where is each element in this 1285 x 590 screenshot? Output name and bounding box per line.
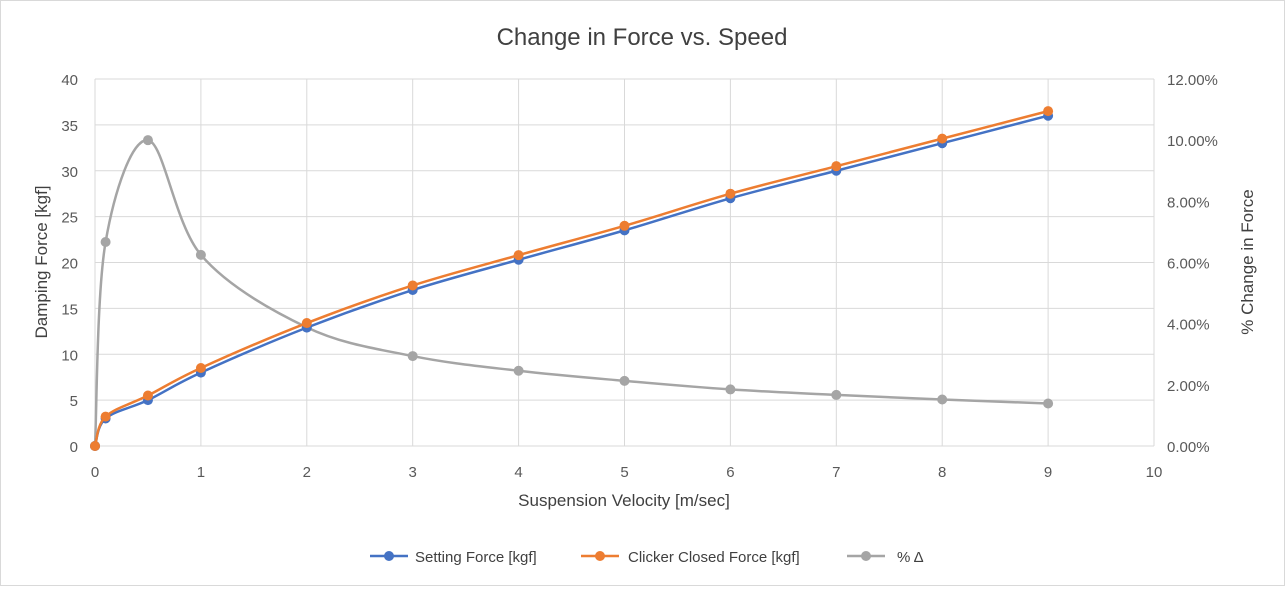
series-1 xyxy=(90,106,1054,451)
data-point xyxy=(1043,398,1054,409)
y2-axis-title: % Change in Force xyxy=(1238,189,1257,335)
plot-series xyxy=(90,106,1054,451)
legend: Setting Force [kgf] Clicker Closed Force … xyxy=(370,549,924,566)
y-tick-label: 10 xyxy=(61,347,78,364)
data-point xyxy=(142,390,153,401)
y2-tick-label: 8.00% xyxy=(1167,194,1210,211)
x-tick-label: 7 xyxy=(832,464,840,481)
chart-title: Change in Force vs. Speed xyxy=(497,24,788,51)
data-point xyxy=(407,351,418,362)
axes: 0 1 2 3 4 5 6 7 8 9 10 0 5 10 15 20 25 30 35 40 0.00% 2.00% 4.… xyxy=(61,72,1218,481)
series-2 xyxy=(90,135,1054,451)
x-axis-title: Suspension Velocity [m/sec] xyxy=(518,491,730,510)
data-point xyxy=(937,394,948,405)
data-point xyxy=(725,188,736,199)
data-point xyxy=(301,318,312,329)
series-line xyxy=(93,109,1049,447)
legend-label: Setting Force [kgf] xyxy=(415,549,537,566)
y-tick-label: 15 xyxy=(61,301,78,318)
legend-swatch-marker xyxy=(595,551,605,561)
x-tick-label: 1 xyxy=(197,464,205,481)
data-point xyxy=(407,280,418,291)
legend-label: Clicker Closed Force [kgf] xyxy=(628,549,800,566)
legend-item: % Δ xyxy=(847,549,924,566)
x-tick-label: 5 xyxy=(620,464,628,481)
y2-tick-label: 2.00% xyxy=(1167,378,1210,395)
y-tick-label: 20 xyxy=(61,256,78,273)
series-line xyxy=(93,114,1049,447)
y-tick-label: 0 xyxy=(70,439,78,456)
y-tick-label: 40 xyxy=(61,72,78,89)
data-point xyxy=(937,133,948,144)
data-point xyxy=(100,237,111,248)
gridlines xyxy=(94,78,1155,447)
data-point xyxy=(1043,106,1054,117)
data-point xyxy=(619,220,630,231)
y2-tick-label: 6.00% xyxy=(1167,256,1210,273)
x-tick-label: 2 xyxy=(303,464,311,481)
legend-label: % Δ xyxy=(897,549,924,566)
data-point xyxy=(513,250,524,261)
x-tick-label: 8 xyxy=(938,464,946,481)
legend-item: Setting Force [kgf] xyxy=(370,549,537,566)
data-point xyxy=(100,411,111,422)
data-point xyxy=(195,363,206,374)
data-point xyxy=(831,161,842,172)
x-tick-label: 6 xyxy=(726,464,734,481)
data-point xyxy=(195,249,206,260)
legend-item: Clicker Closed Force [kgf] xyxy=(581,549,800,566)
y2-tick-label: 12.00% xyxy=(1167,72,1218,89)
data-point xyxy=(90,441,100,451)
data-point xyxy=(725,384,736,395)
y2-tick-label: 0.00% xyxy=(1167,439,1210,456)
y-tick-label: 25 xyxy=(61,210,78,227)
x-tick-label: 4 xyxy=(514,464,522,481)
legend-swatch-marker xyxy=(861,551,871,561)
y-tick-label: 5 xyxy=(70,393,78,410)
y-tick-label: 35 xyxy=(61,118,78,135)
x-tick-label: 10 xyxy=(1146,464,1163,481)
data-point xyxy=(619,375,630,386)
x-tick-label: 0 xyxy=(91,464,99,481)
y-axis-title: Damping Force [kgf] xyxy=(32,185,51,338)
data-point xyxy=(142,135,153,146)
data-point xyxy=(513,365,524,376)
y2-tick-label: 10.00% xyxy=(1167,133,1218,150)
data-point xyxy=(831,389,842,400)
legend-swatch-marker xyxy=(384,551,394,561)
x-tick-label: 3 xyxy=(409,464,417,481)
y2-tick-label: 4.00% xyxy=(1167,317,1210,334)
x-tick-label: 9 xyxy=(1044,464,1052,481)
y-tick-label: 30 xyxy=(61,164,78,181)
